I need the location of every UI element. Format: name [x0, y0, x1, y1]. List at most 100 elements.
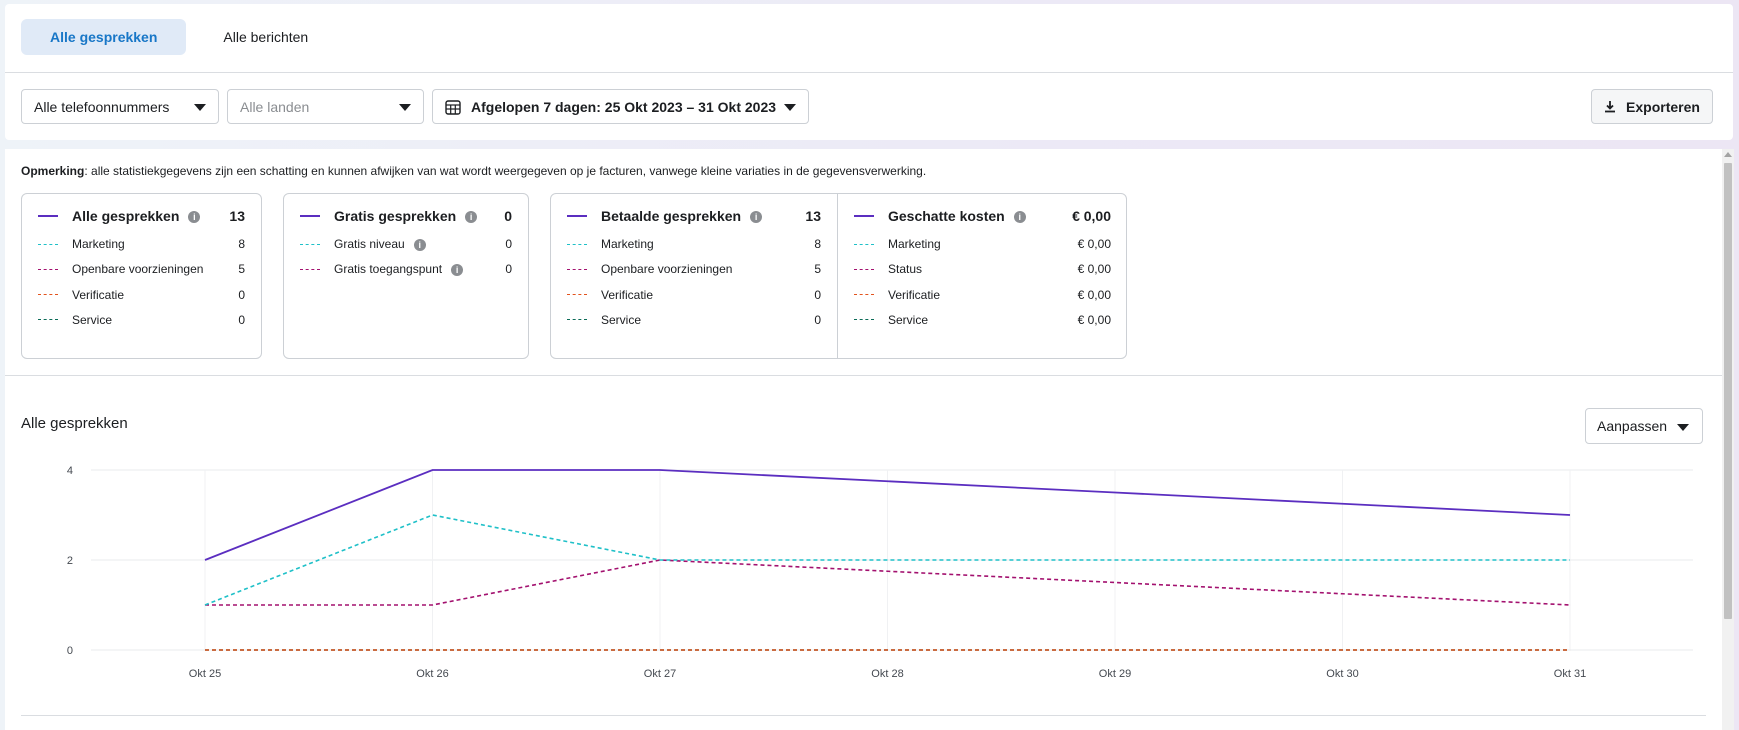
- info-icon[interactable]: i: [451, 264, 464, 277]
- phone-number-select-label: Alle telefoonnummers: [34, 98, 170, 115]
- export-button[interactable]: Exporteren: [1591, 89, 1713, 124]
- phone-number-select[interactable]: Alle telefoonnummers: [21, 89, 219, 124]
- breakdown-row: Verificatie € 0,00: [854, 286, 1111, 304]
- costs-column: Geschatte kosten i € 0,00 Marketing € 0,00…: [838, 194, 1127, 358]
- card-header: Gratis gesprekken i 0: [300, 207, 512, 225]
- card-header: Geschatte kosten i € 0,00: [854, 207, 1111, 225]
- info-icon[interactable]: i: [465, 211, 478, 224]
- breakdown-label: Verificatie: [888, 287, 941, 302]
- vertical-scrollbar[interactable]: [1722, 149, 1734, 730]
- caret-down-icon: [784, 104, 796, 111]
- breakdown-value: 0: [814, 312, 821, 327]
- breakdown-label: Verificatie: [601, 287, 654, 302]
- breakdown-value: 5: [238, 262, 245, 277]
- info-icon[interactable]: i: [1013, 211, 1026, 224]
- divider: [5, 72, 1733, 73]
- conversations-line-chart: 0 2 4 Okt 25 Okt 26 Okt 27 Okt 28 Okt 29 Okt 30 O…: [67, 465, 1693, 680]
- chart-section-title: Alle gesprekken: [21, 415, 128, 432]
- x-tick-label: Okt 26: [416, 668, 448, 680]
- x-tick-label: Okt 28: [871, 668, 903, 680]
- breakdown-value: € 0,00: [1077, 287, 1111, 302]
- card-title-text: Gratis gesprekken: [334, 208, 457, 224]
- tab-all-messages[interactable]: Alle berichten: [223, 29, 309, 45]
- breakdown-label: Marketing: [888, 237, 941, 251]
- caret-down-icon: [194, 104, 206, 111]
- divider: [5, 375, 1722, 376]
- y-tick-label: 0: [67, 645, 73, 657]
- legend-line: [567, 319, 587, 321]
- breakdown-label: Gratis toegangspunt i: [334, 262, 505, 276]
- legend-line: [300, 243, 320, 245]
- breakdown-value: 0: [505, 237, 512, 251]
- country-select[interactable]: Alle landen: [227, 89, 424, 124]
- card-all-conversations: Alle gesprekken i 13 Marketing 8 Openbare v…: [21, 193, 262, 359]
- legend-line: [38, 243, 58, 245]
- breakdown-row: Openbare voorzieningen 5: [38, 260, 245, 278]
- customize-button-label: Aanpassen: [1597, 418, 1668, 434]
- breakdown-label: Marketing: [72, 237, 125, 251]
- header-panel: Alle gesprekken Alle berichten Alle tele…: [5, 4, 1733, 140]
- tab-all-conversations[interactable]: Alle gesprekken: [21, 19, 187, 55]
- breakdown-row: Gratis niveau i 0: [300, 235, 512, 253]
- card-header: Betaalde gesprekken i 13: [567, 207, 821, 225]
- breakdown-value: 0: [505, 262, 512, 277]
- breakdown-label: Openbare voorzieningen: [72, 262, 204, 277]
- note-text: : alle statistiekgegevens zijn een schat…: [84, 164, 927, 178]
- breakdown-value: 0: [814, 287, 821, 302]
- breakdown-label: Gratis niveau i: [334, 237, 505, 251]
- country-select-label: Alle landen: [240, 98, 310, 115]
- breakdown-value: 0: [238, 287, 245, 302]
- breakdown-label: Openbare voorzieningen: [601, 262, 733, 277]
- date-range-label: Afgelopen 7 dagen: 25 Okt 2023 – 31 Okt …: [471, 98, 777, 115]
- breakdown-value: 5: [814, 262, 821, 277]
- customize-button[interactable]: Aanpassen: [1585, 408, 1703, 444]
- card-title-text: Geschatte kosten: [888, 208, 1005, 224]
- breakdown-row: Openbare voorzieningen 5: [567, 260, 821, 278]
- info-icon[interactable]: i: [750, 211, 763, 224]
- breakdown-label: Verificatie: [72, 287, 125, 302]
- card-total: 0: [504, 208, 512, 224]
- x-tick-label: Okt 31: [1554, 668, 1586, 680]
- note-prefix: Opmerking: [21, 164, 85, 178]
- filter-bar: Alle telefoonnummers Alle landen Afgelop…: [21, 89, 809, 124]
- breakdown-value: € 0,00: [1077, 262, 1111, 277]
- scroll-up-arrow-icon[interactable]: [1724, 152, 1732, 157]
- main-panel: Opmerking: alle statistiekgegevens zijn …: [5, 149, 1722, 730]
- disclaimer-note: Opmerking: alle statistiekgegevens zijn …: [21, 164, 926, 178]
- info-icon[interactable]: i: [413, 238, 426, 251]
- breakdown-row: Verificatie 0: [567, 286, 821, 304]
- breakdown-label: Status: [888, 262, 923, 277]
- caret-down-icon: [399, 104, 411, 111]
- breakdown-label: Marketing: [601, 237, 654, 251]
- card-title: Alle gesprekken i: [72, 208, 229, 224]
- legend-line: [38, 319, 58, 321]
- x-tick-label: Okt 25: [189, 668, 221, 680]
- tab-bar: Alle gesprekken Alle berichten: [21, 19, 337, 55]
- download-icon: [1605, 101, 1616, 113]
- breakdown-row: Status € 0,00: [854, 260, 1111, 278]
- card-title-text: Betaalde gesprekken: [601, 208, 742, 224]
- breakdown-value: € 0,00: [1077, 312, 1111, 327]
- card-paid-conversations: Betaalde gesprekken i 13 Marketing 8 Openba…: [550, 193, 1127, 359]
- breakdown-label: Service: [601, 312, 642, 327]
- breakdown-row: Service 0: [567, 311, 821, 329]
- calendar-icon: [445, 99, 461, 115]
- breakdown-row: Service € 0,00: [854, 311, 1111, 329]
- card-title-text: Alle gesprekken: [72, 208, 180, 224]
- card-total: 13: [229, 208, 245, 224]
- card-header: Alle gesprekken i 13: [38, 207, 245, 225]
- legend-line: [567, 243, 587, 245]
- legend-line: [38, 294, 58, 296]
- breakdown-value: 8: [814, 237, 821, 251]
- date-range-select[interactable]: Afgelopen 7 dagen: 25 Okt 2023 – 31 Okt …: [432, 89, 809, 124]
- legend-line: [300, 268, 320, 270]
- legend-line: [854, 294, 874, 296]
- breakdown-label: Service: [72, 312, 113, 327]
- legend-line: [854, 319, 874, 321]
- x-tick-label: Okt 30: [1326, 668, 1358, 680]
- legend-line: [38, 215, 58, 217]
- scrollbar-thumb[interactable]: [1724, 163, 1732, 619]
- info-icon[interactable]: i: [188, 211, 201, 224]
- divider: [21, 715, 1706, 716]
- breakdown-value: 0: [238, 312, 245, 327]
